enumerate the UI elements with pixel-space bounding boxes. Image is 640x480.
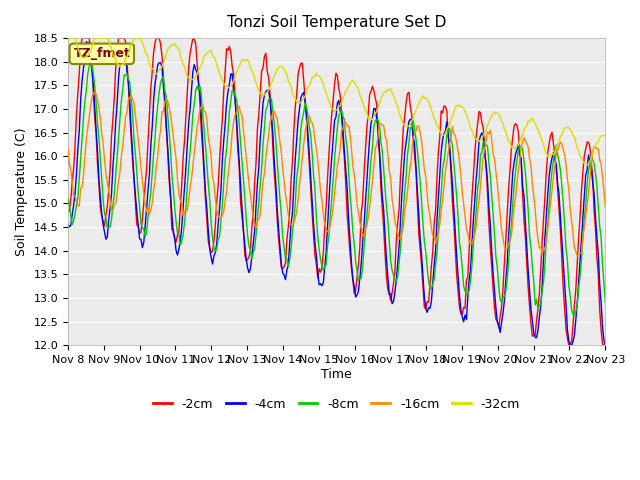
Y-axis label: Soil Temperature (C): Soil Temperature (C) xyxy=(15,127,28,256)
X-axis label: Time: Time xyxy=(321,368,352,381)
Text: TZ_fmet: TZ_fmet xyxy=(74,48,131,60)
Title: Tonzi Soil Temperature Set D: Tonzi Soil Temperature Set D xyxy=(227,15,446,30)
Legend: -2cm, -4cm, -8cm, -16cm, -32cm: -2cm, -4cm, -8cm, -16cm, -32cm xyxy=(148,393,525,416)
